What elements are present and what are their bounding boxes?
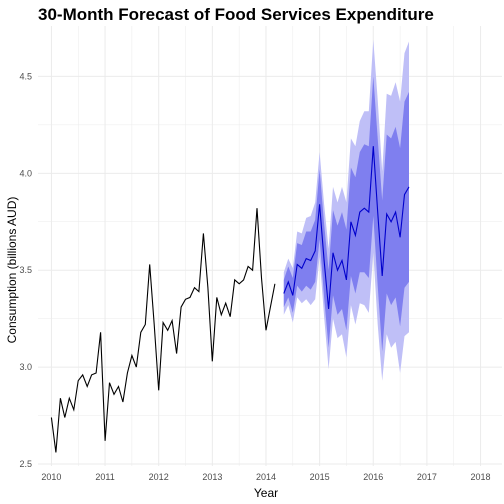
y-axis-title: Consumption (billions AUD) (5, 197, 19, 344)
x-axis-ticks: 2010 2011 2012 2013 2014 2015 2016 2017 2018 (41, 472, 490, 482)
pi95-band (283, 39, 409, 381)
y-axis-ticks: 2.5 3.0 3.5 4.0 4.5 (19, 71, 32, 469)
actual-series-line (50, 208, 276, 453)
x-tick-label: 2014 (256, 472, 276, 482)
y-tick-label: 4.5 (19, 71, 32, 81)
x-tick-label: 2017 (417, 472, 437, 482)
chart-title: 30-Month Forecast of Food Services Expen… (38, 5, 434, 24)
x-tick-label: 2011 (95, 472, 114, 482)
series-lines (50, 146, 410, 453)
prediction-interval-80 (283, 76, 409, 352)
pi80-band (283, 76, 409, 352)
x-tick-label: 2013 (202, 472, 222, 482)
x-tick-label: 2016 (363, 472, 383, 482)
grid-lines (38, 26, 502, 466)
x-axis-title: Year (254, 486, 278, 500)
x-tick-label: 2018 (471, 472, 491, 482)
x-tick-label: 2010 (41, 472, 61, 482)
y-tick-label: 4.0 (19, 168, 32, 178)
prediction-interval-95 (283, 39, 409, 381)
y-tick-label: 3.0 (19, 362, 32, 372)
y-tick-label: 2.5 (19, 459, 32, 469)
forecast-series-line (283, 146, 410, 310)
x-tick-label: 2012 (149, 472, 169, 482)
y-tick-label: 3.5 (19, 265, 32, 275)
x-tick-label: 2015 (310, 472, 330, 482)
